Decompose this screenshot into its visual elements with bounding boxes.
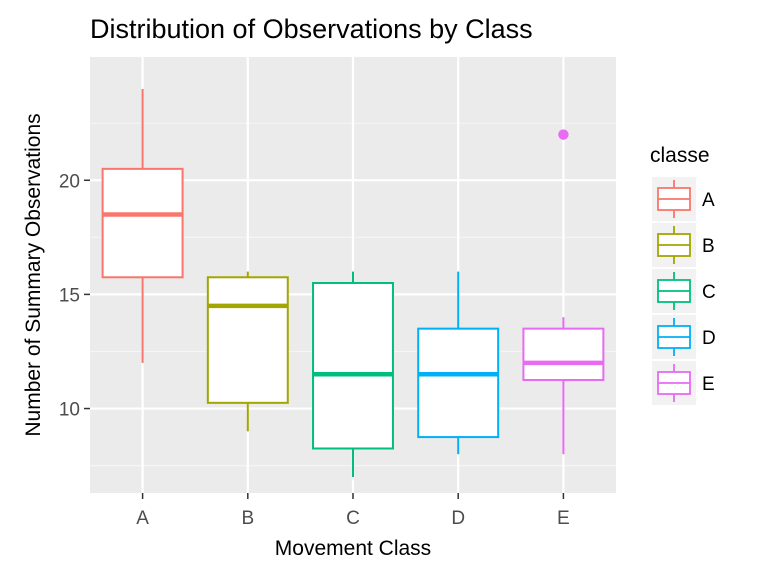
legend-item-e: E xyxy=(652,361,715,405)
boxplot-a xyxy=(101,88,184,363)
legend-label: D xyxy=(702,328,716,349)
legend: classe A B C D E xyxy=(650,144,716,405)
legend-label: C xyxy=(702,282,716,303)
legend-title: classe xyxy=(650,144,710,167)
legend-label: A xyxy=(702,190,715,211)
legend-item-d: D xyxy=(652,315,716,359)
y-tick-label: 15 xyxy=(59,285,80,306)
x-tick-label: B xyxy=(241,508,254,529)
x-tick-label: C xyxy=(346,508,360,529)
axes: 10 15 20 A B C D E xyxy=(59,171,570,529)
x-tick-label: D xyxy=(451,508,465,529)
boxplot-b xyxy=(206,271,289,432)
outlier-point xyxy=(558,129,569,140)
box-iqr xyxy=(522,327,605,382)
y-tick-label: 10 xyxy=(59,400,80,421)
box-iqr xyxy=(312,281,394,450)
box-iqr xyxy=(206,276,289,404)
x-tick-label: A xyxy=(136,508,149,529)
legend-label: E xyxy=(702,374,715,395)
boxplot-e xyxy=(522,129,605,455)
x-axis-title: Movement Class xyxy=(275,537,431,560)
boxplots xyxy=(101,88,605,478)
y-tick-label: 20 xyxy=(59,171,80,192)
legend-item-b: B xyxy=(652,223,715,267)
boxplot-c xyxy=(312,271,394,478)
legend-item-c: C xyxy=(652,269,716,313)
chart-title: Distribution of Observations by Class xyxy=(90,14,533,44)
box-iqr xyxy=(417,327,500,439)
x-tick-label: E xyxy=(557,508,570,529)
box-iqr xyxy=(101,167,184,279)
legend-item-a: A xyxy=(652,177,715,221)
y-axis-title: Number of Summary Observations xyxy=(22,113,45,436)
legend-label: B xyxy=(702,236,715,257)
boxplot-d xyxy=(417,271,500,455)
